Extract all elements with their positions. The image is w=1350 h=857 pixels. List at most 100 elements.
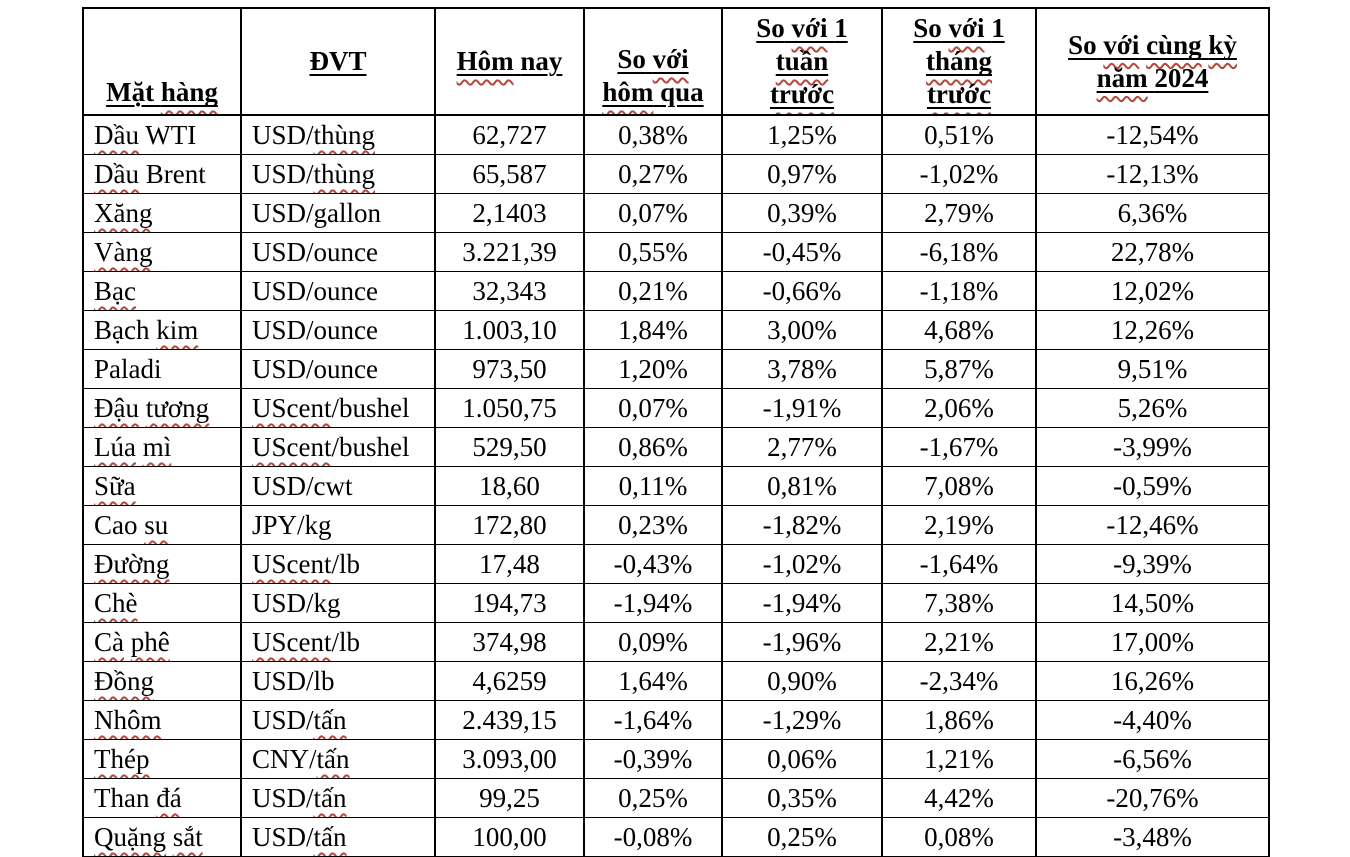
cell-d1: 1,64% xyxy=(583,661,723,701)
spellcheck-underlined-word: cùng xyxy=(1146,29,1202,60)
cell-m1: 2,19% xyxy=(881,505,1037,545)
column-header-name: Mặt hàng xyxy=(82,7,242,116)
cell-m1: 2,79% xyxy=(881,193,1037,233)
cell-name: Quặng sắt xyxy=(82,817,242,857)
cell-y1: 9,51% xyxy=(1035,349,1270,389)
cell-m1: -1,67% xyxy=(881,427,1037,467)
table-row: Than đá USD/tấn 99,25 0,25% 0,35% 4,42% -20,76… xyxy=(82,778,1270,818)
spellcheck-underlined-word: tấn xyxy=(313,822,347,852)
cell-d1: 0,23% xyxy=(583,505,723,545)
spellcheck-underlined-word: thùng xyxy=(313,120,376,150)
spellcheck-underlined-word: UScent xyxy=(252,432,332,462)
cell-w1: 3,00% xyxy=(721,310,883,350)
cell-today: 194,73 xyxy=(434,583,585,623)
cell-y1: 5,26% xyxy=(1035,388,1270,428)
cell-name: Cao su xyxy=(82,505,242,545)
table-row: Paladi USD/ounce 973,50 1,20% 3,78% 5,87% 9,51… xyxy=(82,349,1270,389)
cell-name: Dầu WTI xyxy=(82,114,242,155)
spellcheck-underlined-word: tấn xyxy=(313,783,347,813)
cell-y1: -6,56% xyxy=(1035,739,1270,779)
spellcheck-underlined-word: hôm xyxy=(602,77,654,107)
cell-y1: -12,46% xyxy=(1035,505,1270,545)
spellcheck-underlined-word: kim xyxy=(156,315,199,345)
cell-name: Đồng xyxy=(82,661,242,701)
cell-today: 374,98 xyxy=(434,622,585,662)
cell-y1: -3,99% xyxy=(1035,427,1270,467)
commodity-price-table: Mặt hàng ĐVT Hôm nay So với hôm qua So với 1… xyxy=(82,7,1270,857)
header-row: Mặt hàng ĐVT Hôm nay So với hôm qua So với 1… xyxy=(82,7,1270,116)
spellcheck-underlined-word: Quặng xyxy=(94,822,166,852)
cell-y1: -20,76% xyxy=(1035,778,1270,818)
cell-unit: USD/ounce xyxy=(240,310,436,350)
spellcheck-underlined-word: với xyxy=(652,44,689,74)
cell-name: Vàng xyxy=(82,232,242,272)
cell-unit: USD/ounce xyxy=(240,271,436,311)
spellcheck-underlined-word: Đậu xyxy=(94,393,139,423)
spellcheck-underlined-word: Hôm xyxy=(456,46,514,76)
cell-w1: 3,78% xyxy=(721,349,883,389)
spellcheck-underlined-word: Đồng xyxy=(94,666,154,696)
cell-unit: USD/thùng xyxy=(240,154,436,194)
table-row: Xăng USD/gallon 2,1403 0,07% 0,39% 2,79% 6,36% xyxy=(82,193,1270,233)
spellcheck-underlined-word: Thép xyxy=(94,744,150,774)
cell-w1: 2,77% xyxy=(721,427,883,467)
cell-y1: -9,39% xyxy=(1035,544,1270,584)
cell-today: 1.050,75 xyxy=(434,388,585,428)
spellcheck-underlined-word: Bạc xyxy=(94,276,136,306)
cell-unit: USD/gallon xyxy=(240,193,436,233)
cell-name: Thép xyxy=(82,739,242,779)
table-row: Quặng sắt USD/tấn 100,00 -0,08% 0,25% 0,08% -3… xyxy=(82,817,1270,857)
cell-d1: 0,07% xyxy=(583,193,723,233)
cell-w1: -0,66% xyxy=(721,271,883,311)
cell-m1: 1,21% xyxy=(881,739,1037,779)
spellcheck-underlined-word: Vàng xyxy=(94,237,153,267)
spellcheck-underlined-word: tấn xyxy=(313,705,347,735)
cell-w1: 0,81% xyxy=(721,466,883,506)
cell-unit: USD/thùng xyxy=(240,114,436,155)
cell-unit: USD/tấn xyxy=(240,817,436,857)
cell-d1: 0,86% xyxy=(583,427,723,467)
cell-m1: 4,42% xyxy=(881,778,1037,818)
table-row: Nhôm USD/tấn 2.439,15 -1,64% -1,29% 1,86% -4,4… xyxy=(82,700,1270,740)
cell-m1: 4,68% xyxy=(881,310,1037,350)
spellcheck-underlined-word: Chè xyxy=(94,588,138,618)
cell-today: 17,48 xyxy=(434,544,585,584)
cell-w1: 0,97% xyxy=(721,154,883,194)
table-header: Mặt hàng ĐVT Hôm nay So với hôm qua So với 1… xyxy=(82,7,1270,116)
table-row: Đồng USD/lb 4,6259 1,64% 0,90% -2,34% 16,26% xyxy=(82,661,1270,701)
cell-today: 99,25 xyxy=(434,778,585,818)
cell-w1: 0,06% xyxy=(721,739,883,779)
cell-w1: 0,39% xyxy=(721,193,883,233)
table-row: Thép CNY/tấn 3.093,00 -0,39% 0,06% 1,21% -6,56… xyxy=(82,739,1270,779)
cell-today: 529,50 xyxy=(434,427,585,467)
cell-name: Sữa xyxy=(82,466,242,506)
cell-unit: USD/lb xyxy=(240,661,436,701)
cell-d1: -1,94% xyxy=(583,583,723,623)
cell-m1: 7,38% xyxy=(881,583,1037,623)
spellcheck-underlined-word: trước xyxy=(769,79,835,109)
cell-d1: 0,27% xyxy=(583,154,723,194)
cell-y1: -12,54% xyxy=(1035,114,1270,155)
spellcheck-underlined-word: UScent xyxy=(252,627,332,657)
cell-m1: 7,08% xyxy=(881,466,1037,506)
column-header-today: Hôm nay xyxy=(434,7,585,116)
cell-unit: JPY/kg xyxy=(240,505,436,545)
cell-today: 3.093,00 xyxy=(434,739,585,779)
spellcheck-underlined-word: tương xyxy=(145,393,210,423)
table-row: Đường UScent/lb 17,48 -0,43% -1,02% -1,64% -9,… xyxy=(82,544,1270,584)
cell-unit: CNY/tấn xyxy=(240,739,436,779)
spellcheck-underlined-word: kỳ xyxy=(1208,29,1237,60)
cell-name: Xăng xyxy=(82,193,242,233)
cell-unit: USD/tấn xyxy=(240,778,436,818)
spellcheck-underlined-word: UScent xyxy=(252,549,332,579)
cell-name: Lúa mì xyxy=(82,427,242,467)
cell-m1: 2,06% xyxy=(881,388,1037,428)
spellcheck-underlined-word: trước xyxy=(926,79,992,109)
cell-d1: -1,64% xyxy=(583,700,723,740)
cell-w1: -1,94% xyxy=(721,583,883,623)
cell-y1: -12,13% xyxy=(1035,154,1270,194)
spellcheck-underlined-word: Dầu xyxy=(94,120,139,150)
table-row: Dầu WTI USD/thùng 62,727 0,38% 1,25% 0,51% -12… xyxy=(82,114,1270,155)
cell-d1: 0,09% xyxy=(583,622,723,662)
cell-d1: 0,11% xyxy=(583,466,723,506)
